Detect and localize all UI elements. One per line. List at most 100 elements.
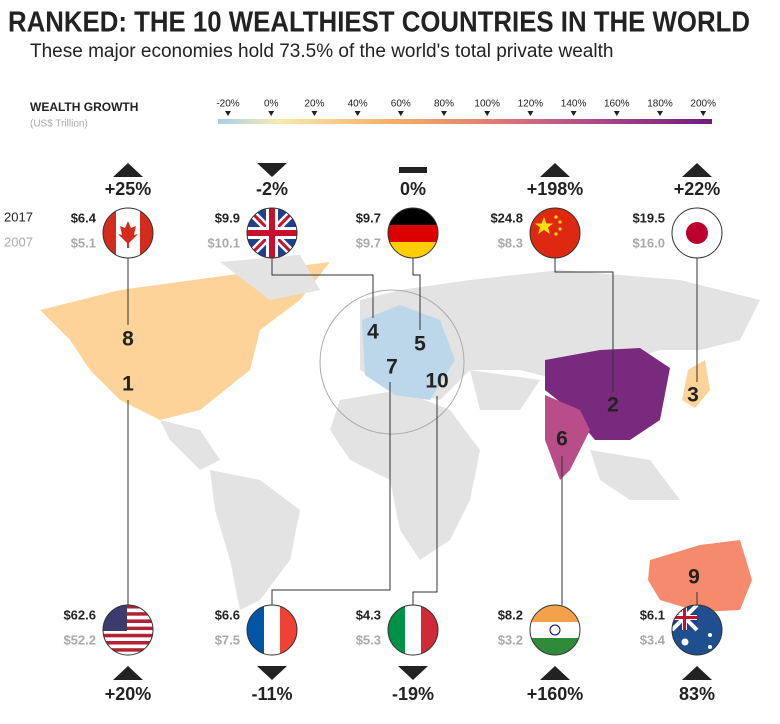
flag-part [280,605,297,655]
growth-arrow [540,666,570,680]
rank: 2 [607,394,619,417]
legend-tick-label: 200% [690,99,716,110]
legend-tick-label: 40% [348,99,368,110]
flag-border [246,604,298,656]
flag-part [681,638,689,646]
growth-arrow [113,666,143,680]
flag [530,605,580,655]
flag [388,605,438,655]
wealth-2017: $9.9 [215,210,240,225]
legend-tick [354,111,361,116]
legend-tick [613,111,620,116]
flag [247,605,297,655]
flag-part [103,637,153,641]
flag-part [554,215,558,219]
flag-border [102,604,154,656]
legend-tick-label: 160% [604,99,630,110]
flag-part [103,651,153,655]
growth-arrow [113,163,143,177]
flag-part [672,616,697,619]
subtitle: These major economies hold 73.5% of the … [30,41,613,62]
flag-part [103,615,153,620]
flag-part [103,644,153,649]
rank: 10 [425,370,448,393]
flag-part [708,633,712,637]
growth: +20% [105,684,152,704]
flag [672,605,722,655]
legend-tick-label: 120% [518,99,544,110]
wealth-2017: $6.6 [215,607,240,622]
growth: -19% [392,684,434,704]
wealth-2017: $24.8 [490,210,523,225]
flag [672,208,722,258]
flag-part [388,242,438,258]
wealth-2017: $19.5 [632,210,665,225]
year-label: 2007 [4,234,33,249]
rank: 8 [122,328,134,351]
flag-part [388,208,438,225]
legend-tick [441,111,447,116]
flag-part [264,605,280,655]
flag-part [103,641,153,645]
flag-part [708,645,712,649]
wealth-2007: $52.2 [63,632,96,647]
flag-part [247,230,297,236]
flag-part [103,623,153,627]
wealth-2017: $9.7 [356,210,381,225]
flag [388,208,438,258]
flag-part [388,605,405,655]
europe-zoom [319,289,465,435]
legend-tick [527,111,534,116]
rank: 3 [687,384,699,407]
flag-part [554,232,558,236]
rank: 4 [367,321,379,344]
flag-part [247,605,264,655]
flag-part [103,605,153,609]
year-label: 2017 [4,209,33,224]
flag-part [558,220,562,224]
rank: 1 [122,373,134,396]
wealth-2007: $8.3 [498,235,523,250]
growth-arrow [682,163,712,177]
legend-tick-label: 60% [391,99,411,110]
flag-part [530,622,580,638]
wealth-2007: $5.3 [356,632,381,647]
legend-tick-label: 80% [434,99,454,110]
legend-tick [397,111,404,116]
wealth-2007: $5.1 [71,235,96,250]
flag-part [535,217,553,234]
wealth-2007: $9.7 [356,235,381,250]
legend-title: WEALTH GROWTH [30,100,138,114]
growth: +160% [527,684,584,704]
flag-border [671,604,723,656]
legend-bar [218,119,712,124]
flag-part [549,624,561,636]
wealth-2007: $3.2 [498,632,523,647]
rank: 6 [556,428,568,451]
wealth-2017: $6.1 [640,607,665,622]
wealth-2007: $3.4 [640,632,666,647]
flag-border [246,207,298,259]
flag [103,605,153,655]
legend-tick-label: 180% [647,99,673,110]
wealth-2017: $4.3 [356,607,381,622]
flag-part [686,222,708,244]
flag-border [387,207,439,259]
legend-tick [268,111,275,116]
connectors [127,258,698,605]
flag-part [530,605,580,622]
growth: 83% [679,684,715,704]
legend-tick-label: 0% [264,99,279,110]
flag-border [387,604,439,656]
legend-tick-label: 20% [304,99,324,110]
flag-part [103,608,153,613]
flag-part [103,648,153,652]
flag-part [103,626,153,631]
growth-arrow [398,666,428,680]
legend-tick [484,111,491,116]
growth: -2% [256,179,288,199]
growth-arrow [399,167,427,173]
legend-tick-label: 100% [474,99,500,110]
growth: 0% [400,179,426,199]
